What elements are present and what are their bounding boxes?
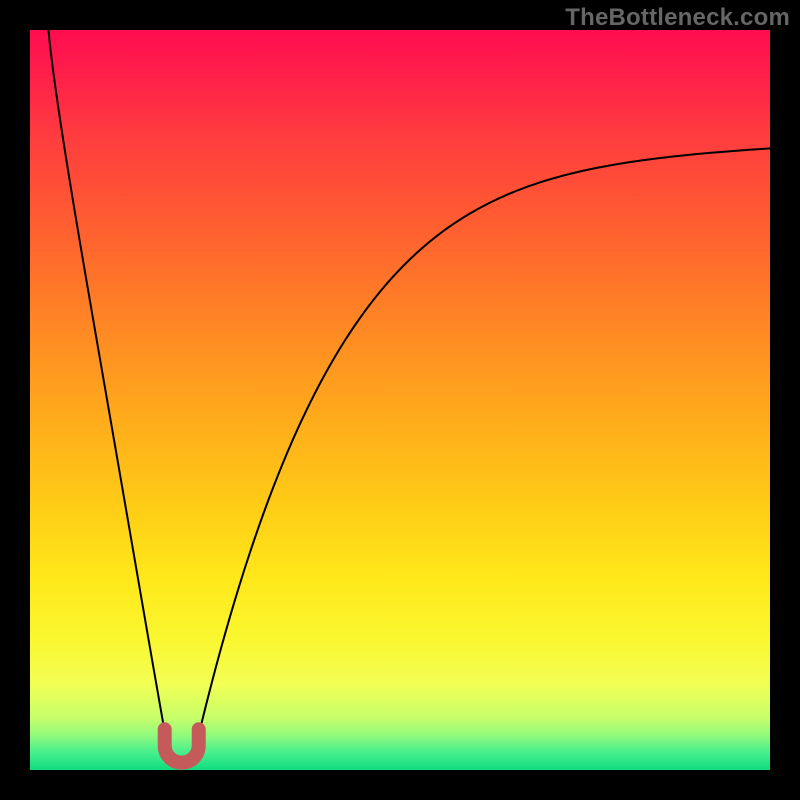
watermark-text: TheBottleneck.com bbox=[565, 4, 790, 32]
chart-frame: TheBottleneck.com bbox=[0, 0, 800, 800]
gradient-background bbox=[30, 30, 770, 770]
plot-area bbox=[30, 30, 770, 770]
